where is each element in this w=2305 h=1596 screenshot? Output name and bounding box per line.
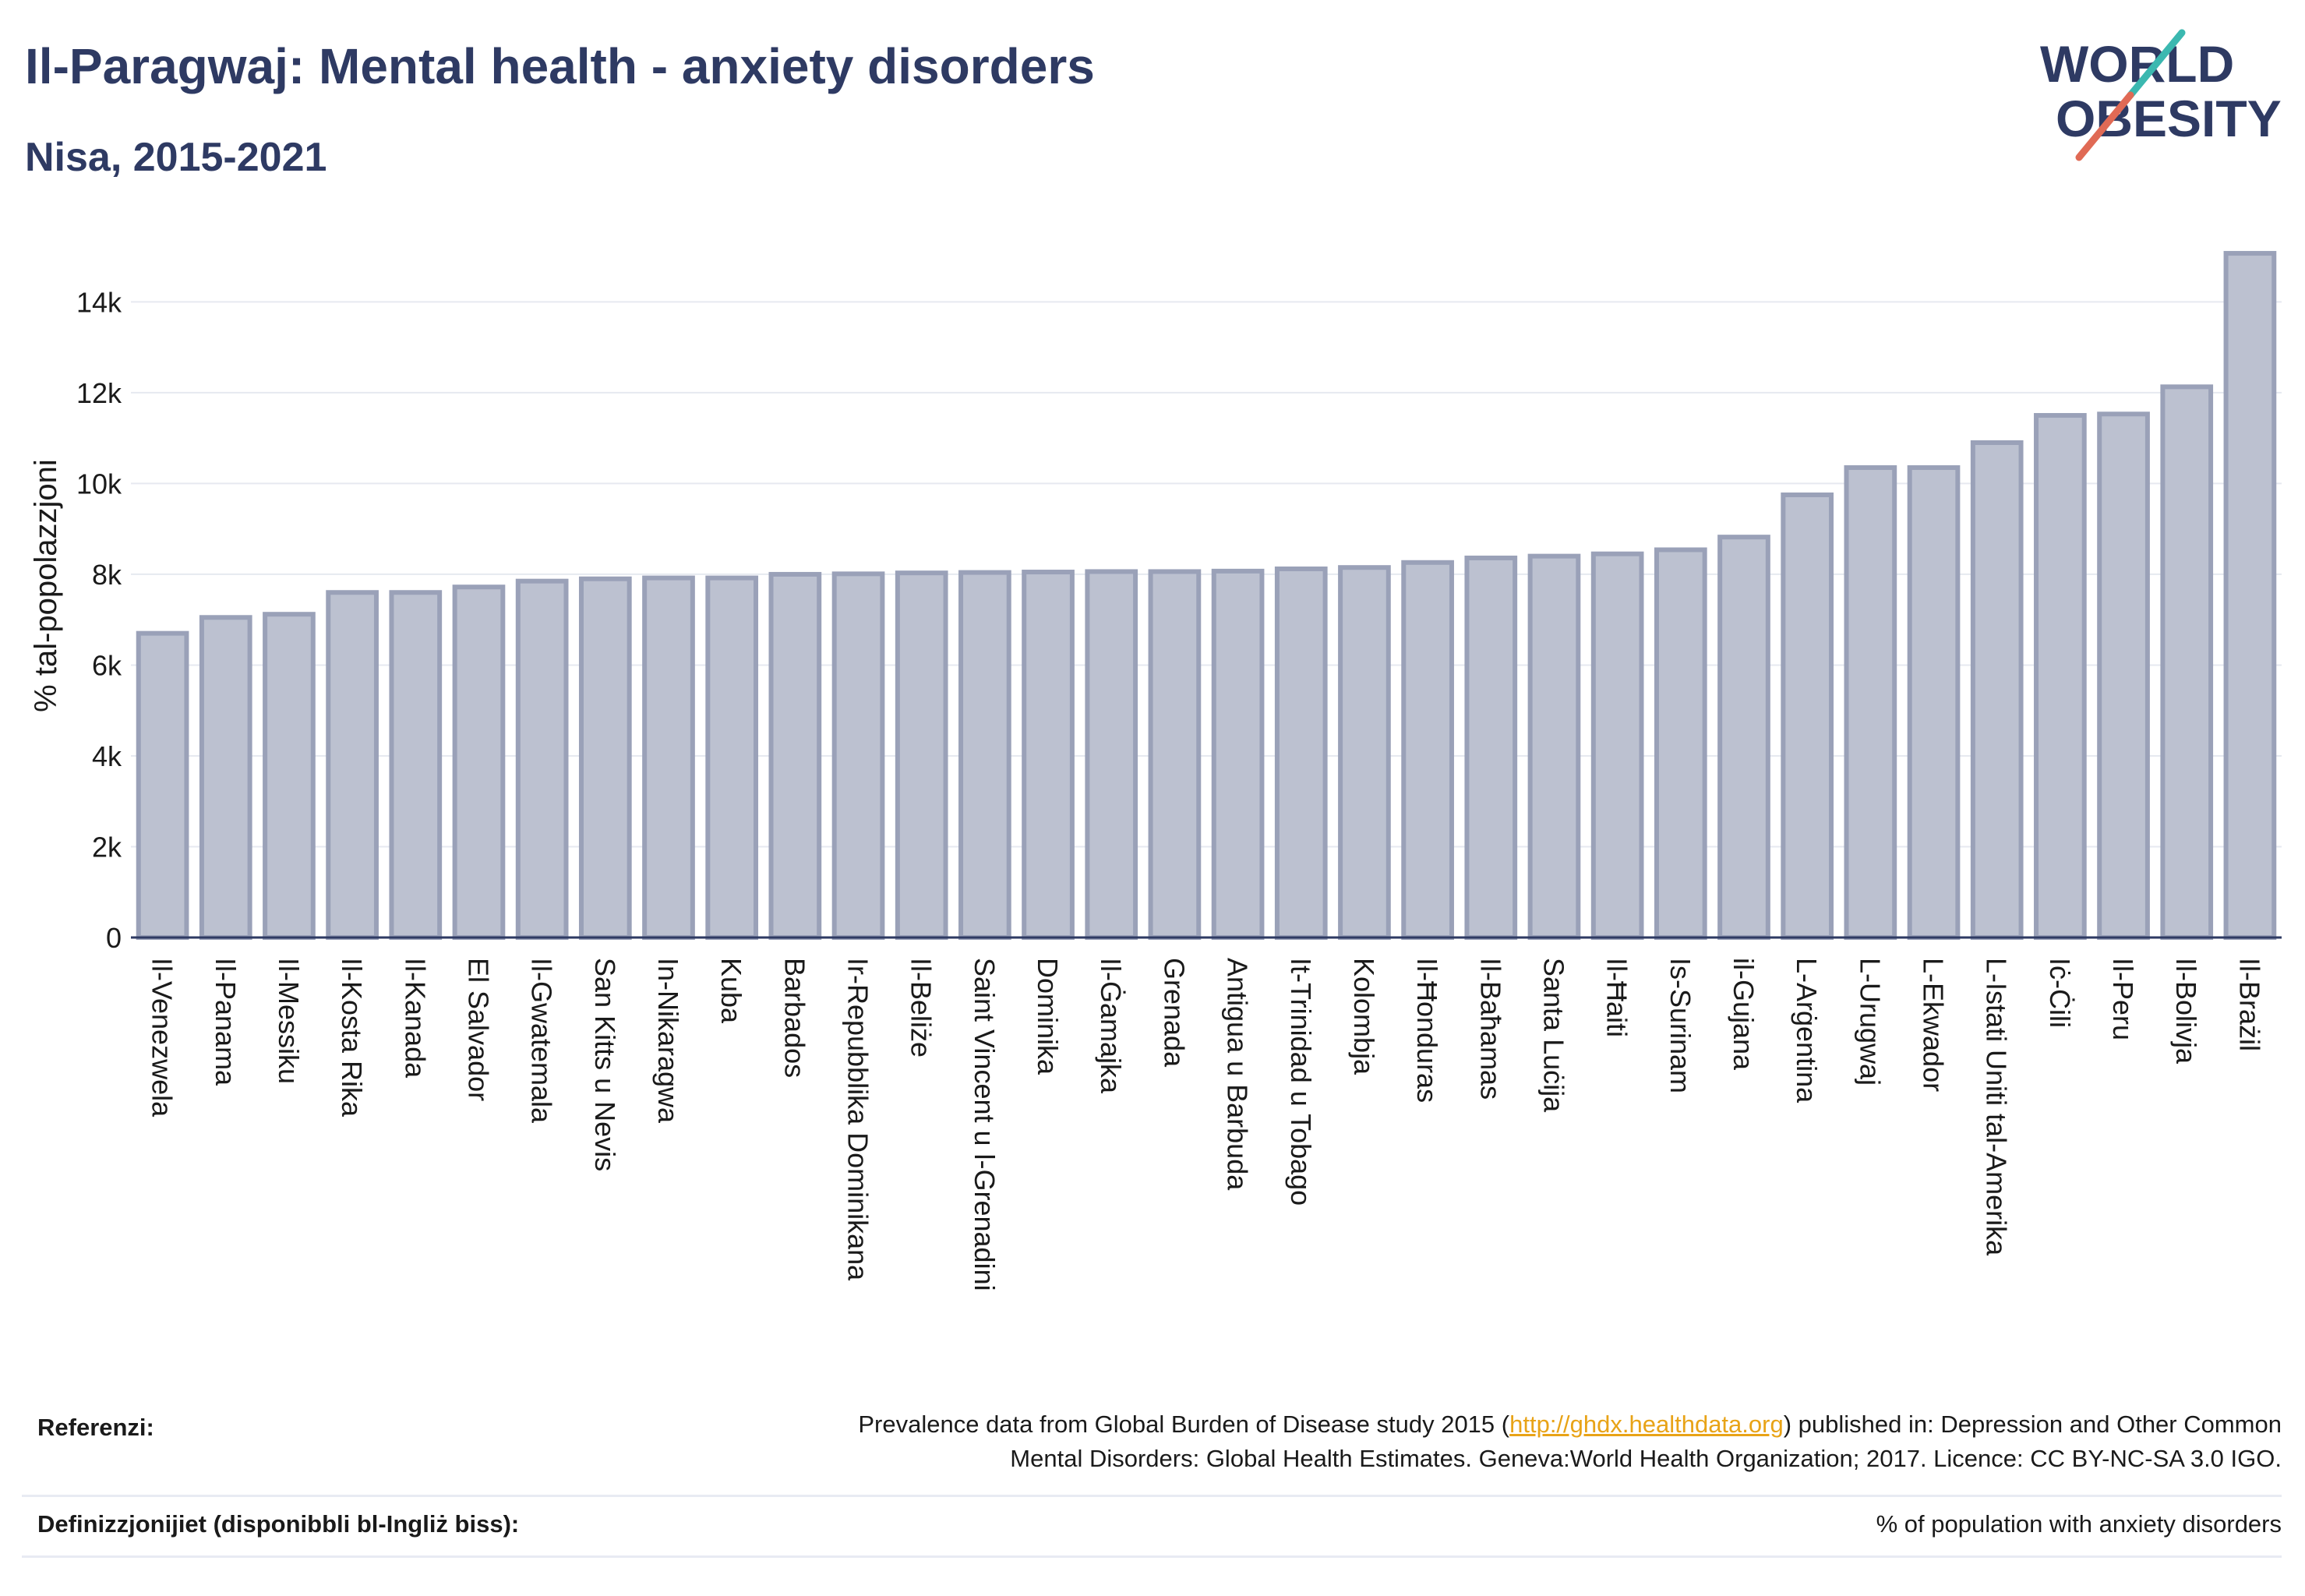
- y-tick-label: 10k: [76, 468, 122, 500]
- bar[interactable]: [1338, 565, 1391, 940]
- x-tick-label: L-Arġentina: [1791, 958, 1823, 1103]
- bar[interactable]: [642, 575, 695, 940]
- bar[interactable]: [1844, 465, 1897, 940]
- x-tick-label: L-Ekwador: [1918, 958, 1950, 1092]
- bar[interactable]: [1274, 566, 1328, 940]
- references-pre: Prevalence data from Global Burden of Di…: [858, 1411, 1510, 1438]
- x-tick-label: Il-Brażil: [2233, 958, 2265, 1051]
- x-tick-label: Antigua u Barbuda: [1222, 958, 1254, 1191]
- y-axis-label: % tal-popolazzjoni: [29, 459, 63, 712]
- definitions-label: Definizzjonijiet (disponibbli bl-Ingliż …: [37, 1510, 520, 1538]
- x-tick-label: Il-Kosta Rika: [336, 958, 368, 1118]
- x-tick-label: L-Istati Uniti tal-Amerika: [1981, 958, 2013, 1256]
- bar[interactable]: [705, 575, 759, 940]
- bar-chart: 0 2k 4k 6k 8k 10k 12k 14k % tal-popolazzjoni Il-V…: [29, 251, 2282, 1291]
- x-tick-label: Kolombja: [1348, 958, 1380, 1075]
- x-tick-label: Saint Vincent u l-Grenadini: [969, 958, 1001, 1291]
- bar[interactable]: [1464, 555, 1518, 940]
- x-tick-label: Il-Gwatemala: [526, 958, 558, 1124]
- x-tick-label: Il-Bolivja: [2170, 958, 2202, 1065]
- x-tick-label: Il-Beliże: [905, 958, 937, 1058]
- x-tick-label: Iċ-Ċili: [2044, 958, 2076, 1028]
- x-tick-label: Barbados: [778, 958, 810, 1078]
- bar[interactable]: [1717, 535, 1770, 940]
- bar[interactable]: [2034, 413, 2087, 940]
- bar[interactable]: [578, 576, 632, 940]
- bar[interactable]: [1781, 492, 1834, 940]
- x-tick-label: Il-Ħaiti: [1601, 958, 1633, 1037]
- y-tick-label: 14k: [76, 286, 122, 318]
- references-line2: Mental Disorders: Global Health Estimate…: [1010, 1445, 2282, 1472]
- x-tick-label: Is-Surinam: [1664, 958, 1696, 1093]
- x-tick-label: El Salvador: [462, 958, 494, 1101]
- y-tick-label: 0: [106, 922, 122, 954]
- bar[interactable]: [1907, 465, 1961, 940]
- y-tick-label: 2k: [92, 831, 122, 863]
- bar[interactable]: [2160, 384, 2214, 941]
- page-title: Il-Paragwaj: Mental health - anxiety dis…: [25, 38, 1095, 94]
- bar[interactable]: [1211, 568, 1265, 940]
- x-tick-label: Il-Ġamajka: [1095, 958, 1127, 1094]
- x-tick-label: San Kitts u Nevis: [589, 958, 621, 1171]
- x-tick-label: In-Nikaragwa: [652, 958, 684, 1124]
- bar[interactable]: [389, 590, 443, 940]
- bar[interactable]: [1085, 569, 1138, 940]
- bar[interactable]: [1654, 547, 1707, 940]
- logo-slash-red: [2075, 91, 2134, 161]
- y-tick-label: 6k: [92, 649, 122, 681]
- references-text: Prevalence data from Global Burden of Di…: [858, 1407, 2282, 1476]
- bar[interactable]: [1401, 560, 1454, 940]
- references-row: Referenzi: Prevalence data from Global B…: [22, 1393, 2282, 1497]
- bar[interactable]: [136, 630, 189, 940]
- world-obesity-logo: WORLD OBESITY: [2040, 29, 2282, 161]
- bar[interactable]: [2223, 251, 2277, 940]
- logo-slash-teal: [2127, 29, 2186, 99]
- x-tick-label: Santa Luċija: [1537, 958, 1569, 1113]
- bar[interactable]: [2097, 411, 2150, 940]
- references-line1: Prevalence data from Global Burden of Di…: [858, 1407, 2282, 1442]
- y-tick-label: 8k: [92, 559, 122, 591]
- x-tick-label: Dominika: [1032, 958, 1064, 1075]
- bar[interactable]: [326, 590, 379, 940]
- bar[interactable]: [958, 570, 1011, 940]
- x-tick-label: Il-Panama: [210, 958, 242, 1086]
- bar[interactable]: [199, 615, 252, 940]
- page-subtitle: Nisa, 2015-2021: [25, 135, 327, 180]
- bar[interactable]: [1022, 570, 1075, 940]
- x-tick-label: Kuba: [715, 958, 747, 1024]
- x-tick-label: Il-Peru: [2107, 958, 2139, 1040]
- x-tick-label: Il-Baħamas: [1474, 958, 1506, 1100]
- y-tick-label: 4k: [92, 740, 122, 772]
- bar[interactable]: [768, 571, 822, 940]
- x-tick-label: Il-Kanada: [399, 958, 431, 1079]
- x-tick-label: Il-Venezwela: [146, 958, 178, 1118]
- bar[interactable]: [1970, 440, 2024, 940]
- x-tick-label: Il-Messiku: [273, 958, 305, 1084]
- x-tick-label: Grenada: [1158, 958, 1190, 1068]
- x-tick-label: It-Trinidad u Tobago: [1285, 958, 1317, 1206]
- references-post: ) published in: Depression and Other Com…: [1783, 1411, 2282, 1438]
- definitions-row: Definizzjonijiet (disponibbli bl-Ingliż …: [22, 1495, 2282, 1558]
- x-tick-label: L-Urugwaj: [1854, 958, 1886, 1086]
- x-tick-label: Il-Ħonduras: [1411, 958, 1443, 1103]
- bar[interactable]: [895, 570, 948, 940]
- bar[interactable]: [1590, 551, 1644, 940]
- bar[interactable]: [263, 612, 316, 940]
- bar[interactable]: [1527, 553, 1581, 940]
- bar[interactable]: [515, 578, 569, 940]
- references-link[interactable]: http://ghdx.healthdata.org: [1509, 1411, 1784, 1438]
- definitions-text: % of population with anxiety disorders: [1876, 1510, 2282, 1538]
- x-tick-label: il-Gujana: [1728, 958, 1760, 1071]
- bar[interactable]: [831, 571, 885, 940]
- references-label: Referenzi:: [37, 1414, 154, 1441]
- y-tick-label: 12k: [76, 377, 122, 409]
- bar[interactable]: [1148, 569, 1202, 940]
- x-tick-label: Ir-Repubblika Dominikana: [842, 958, 874, 1281]
- bar[interactable]: [452, 584, 506, 940]
